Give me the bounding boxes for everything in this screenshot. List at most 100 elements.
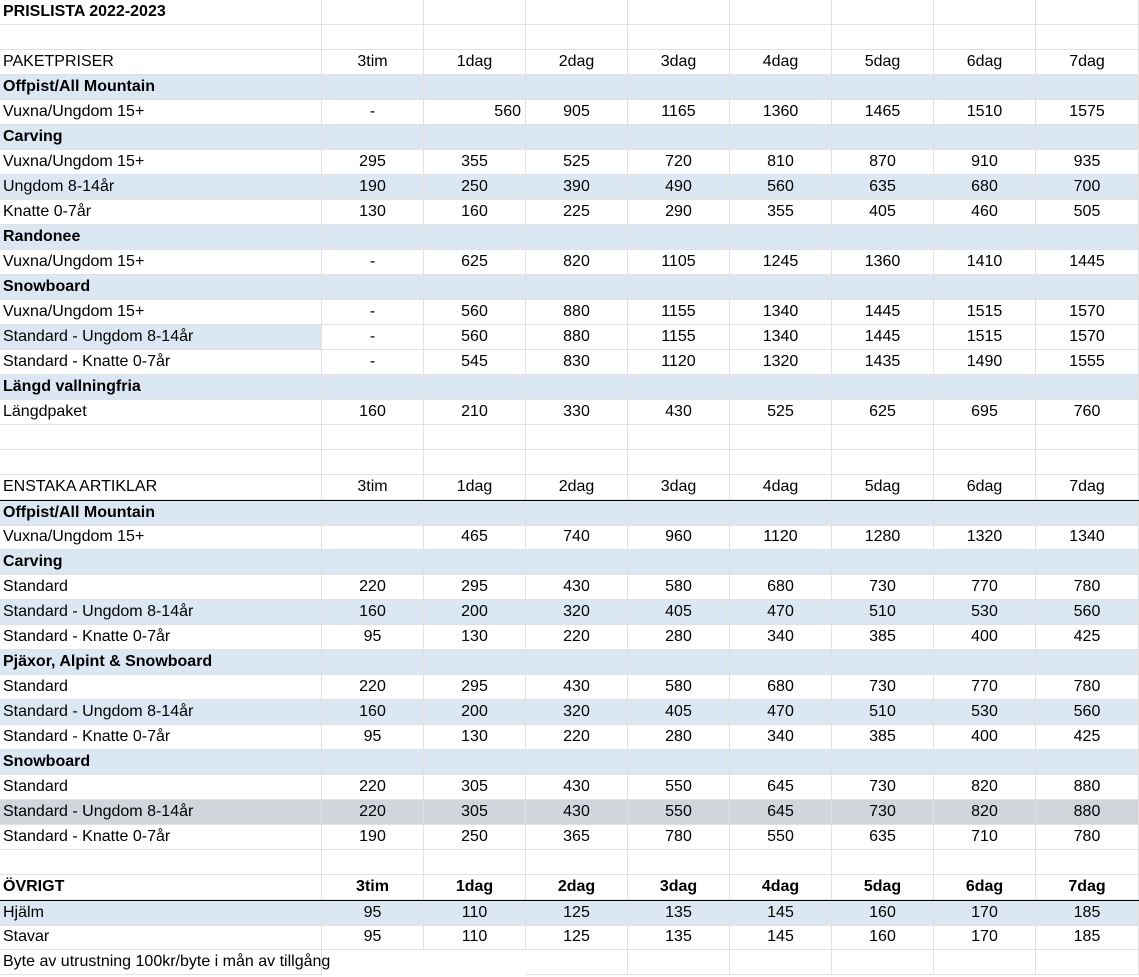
value-cell[interactable] — [1036, 550, 1139, 575]
value-cell[interactable]: 525 — [526, 150, 628, 175]
value-cell[interactable]: 780 — [1036, 575, 1139, 600]
value-cell[interactable]: 820 — [526, 250, 628, 275]
value-cell[interactable] — [1036, 450, 1139, 475]
value-cell[interactable]: 695 — [934, 400, 1036, 425]
value-cell[interactable]: 1515 — [934, 325, 1036, 350]
label-cell[interactable]: Standard - Knatte 0-7år — [0, 825, 322, 850]
value-cell[interactable]: 635 — [832, 175, 934, 200]
value-cell[interactable] — [730, 375, 832, 400]
value-cell[interactable]: 465 — [424, 525, 526, 550]
value-cell[interactable]: 1575 — [1036, 100, 1139, 125]
value-cell[interactable] — [730, 650, 832, 675]
value-cell[interactable] — [322, 425, 424, 450]
label-cell[interactable]: Standard - Knatte 0-7år — [0, 350, 322, 375]
value-cell[interactable] — [934, 275, 1036, 300]
value-cell[interactable]: 820 — [934, 775, 1036, 800]
value-cell[interactable] — [526, 275, 628, 300]
value-cell[interactable]: 780 — [628, 825, 730, 850]
value-cell[interactable] — [424, 450, 526, 475]
value-cell[interactable]: 430 — [526, 800, 628, 825]
value-cell[interactable] — [730, 275, 832, 300]
value-cell[interactable] — [934, 225, 1036, 250]
column-header-cell[interactable]: 3tim — [322, 475, 424, 500]
value-cell[interactable] — [730, 750, 832, 775]
value-cell[interactable]: 1340 — [1036, 525, 1139, 550]
value-cell[interactable]: 635 — [832, 825, 934, 850]
label-cell[interactable]: Vuxna/Ungdom 15+ — [0, 100, 322, 125]
value-cell[interactable] — [628, 75, 730, 100]
value-cell[interactable]: 560 — [424, 325, 526, 350]
value-cell[interactable]: 220 — [526, 625, 628, 650]
value-cell[interactable] — [832, 550, 934, 575]
value-cell[interactable]: 130 — [424, 625, 526, 650]
value-cell[interactable]: 305 — [424, 800, 526, 825]
value-cell[interactable] — [526, 75, 628, 100]
value-cell[interactable]: 870 — [832, 150, 934, 175]
label-cell[interactable]: Stavar — [0, 925, 322, 950]
column-header-cell[interactable]: 7dag — [1036, 475, 1139, 500]
value-cell[interactable]: 1360 — [832, 250, 934, 275]
value-cell[interactable] — [730, 850, 832, 875]
value-cell[interactable] — [424, 275, 526, 300]
value-cell[interactable] — [730, 501, 832, 526]
value-cell[interactable]: 280 — [628, 625, 730, 650]
value-cell[interactable]: 160 — [322, 400, 424, 425]
value-cell[interactable] — [832, 125, 934, 150]
column-header-cell[interactable]: 3tim — [322, 875, 424, 900]
column-header-cell[interactable]: 6dag — [934, 475, 1036, 500]
value-cell[interactable] — [526, 950, 628, 975]
value-cell[interactable]: 110 — [424, 901, 526, 926]
value-cell[interactable]: 560 — [424, 300, 526, 325]
value-cell[interactable]: 430 — [526, 675, 628, 700]
value-cell[interactable]: 185 — [1036, 901, 1139, 926]
value-cell[interactable]: 1435 — [832, 350, 934, 375]
value-cell[interactable]: 430 — [526, 575, 628, 600]
value-cell[interactable] — [934, 501, 1036, 526]
value-cell[interactable]: 1445 — [832, 325, 934, 350]
value-cell[interactable]: 1465 — [832, 100, 934, 125]
value-cell[interactable]: 160 — [832, 901, 934, 926]
value-cell[interactable]: 1445 — [1036, 250, 1139, 275]
value-cell[interactable]: 95 — [322, 901, 424, 926]
value-cell[interactable]: 830 — [526, 350, 628, 375]
value-cell[interactable]: 250 — [424, 825, 526, 850]
label-cell[interactable]: Vuxna/Ungdom 15+ — [0, 150, 322, 175]
value-cell[interactable]: 560 — [730, 175, 832, 200]
value-cell[interactable]: 220 — [526, 725, 628, 750]
value-cell[interactable] — [322, 75, 424, 100]
value-cell[interactable] — [628, 375, 730, 400]
value-cell[interactable]: 430 — [526, 775, 628, 800]
value-cell[interactable] — [1036, 425, 1139, 450]
value-cell[interactable]: 355 — [424, 150, 526, 175]
value-cell[interactable]: 1280 — [832, 525, 934, 550]
value-cell[interactable]: 1515 — [934, 300, 1036, 325]
value-cell[interactable]: 935 — [1036, 150, 1139, 175]
column-header-cell[interactable]: 7dag — [1036, 875, 1139, 900]
value-cell[interactable]: 425 — [1036, 625, 1139, 650]
value-cell[interactable]: 110 — [424, 925, 526, 950]
value-cell[interactable]: 880 — [1036, 775, 1139, 800]
value-cell[interactable]: 405 — [832, 200, 934, 225]
value-cell[interactable]: 710 — [934, 825, 1036, 850]
label-cell[interactable]: ÖVRIGT — [0, 875, 322, 900]
label-cell[interactable]: Vuxna/Ungdom 15+ — [0, 525, 322, 550]
value-cell[interactable] — [934, 650, 1036, 675]
value-cell[interactable]: 525 — [730, 400, 832, 425]
value-cell[interactable]: 290 — [628, 200, 730, 225]
value-cell[interactable] — [730, 950, 832, 975]
value-cell[interactable] — [832, 950, 934, 975]
value-cell[interactable]: 880 — [526, 300, 628, 325]
value-cell[interactable] — [322, 650, 424, 675]
value-cell[interactable]: 770 — [934, 575, 1036, 600]
value-cell[interactable] — [322, 375, 424, 400]
value-cell[interactable]: 720 — [628, 150, 730, 175]
value-cell[interactable] — [526, 750, 628, 775]
value-cell[interactable] — [730, 75, 832, 100]
value-cell[interactable] — [526, 450, 628, 475]
value-cell[interactable] — [424, 750, 526, 775]
value-cell[interactable] — [1036, 650, 1139, 675]
label-cell[interactable]: Standard - Ungdom 8-14år — [0, 800, 322, 825]
value-cell[interactable]: 530 — [934, 600, 1036, 625]
column-header-cell[interactable]: 2dag — [526, 475, 628, 500]
value-cell[interactable] — [424, 501, 526, 526]
